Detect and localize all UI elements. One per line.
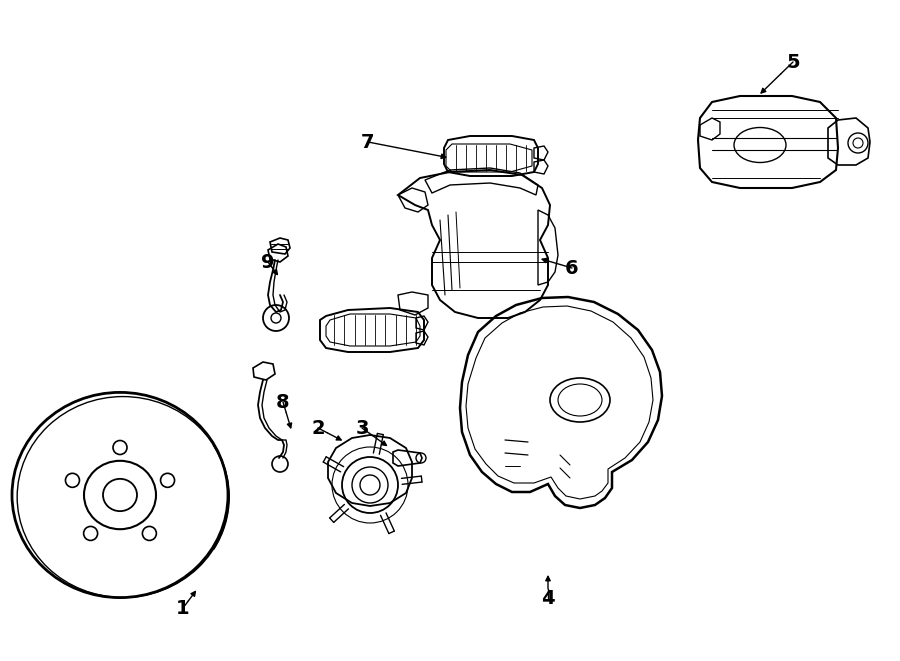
Text: 2: 2 [311,418,325,438]
Text: 8: 8 [276,393,290,412]
Text: 6: 6 [565,258,579,278]
Text: 1: 1 [176,598,190,617]
Text: 7: 7 [361,132,374,151]
Text: 3: 3 [356,418,369,438]
Text: 9: 9 [261,253,274,272]
Text: 4: 4 [541,588,554,607]
Text: 5: 5 [787,52,800,71]
